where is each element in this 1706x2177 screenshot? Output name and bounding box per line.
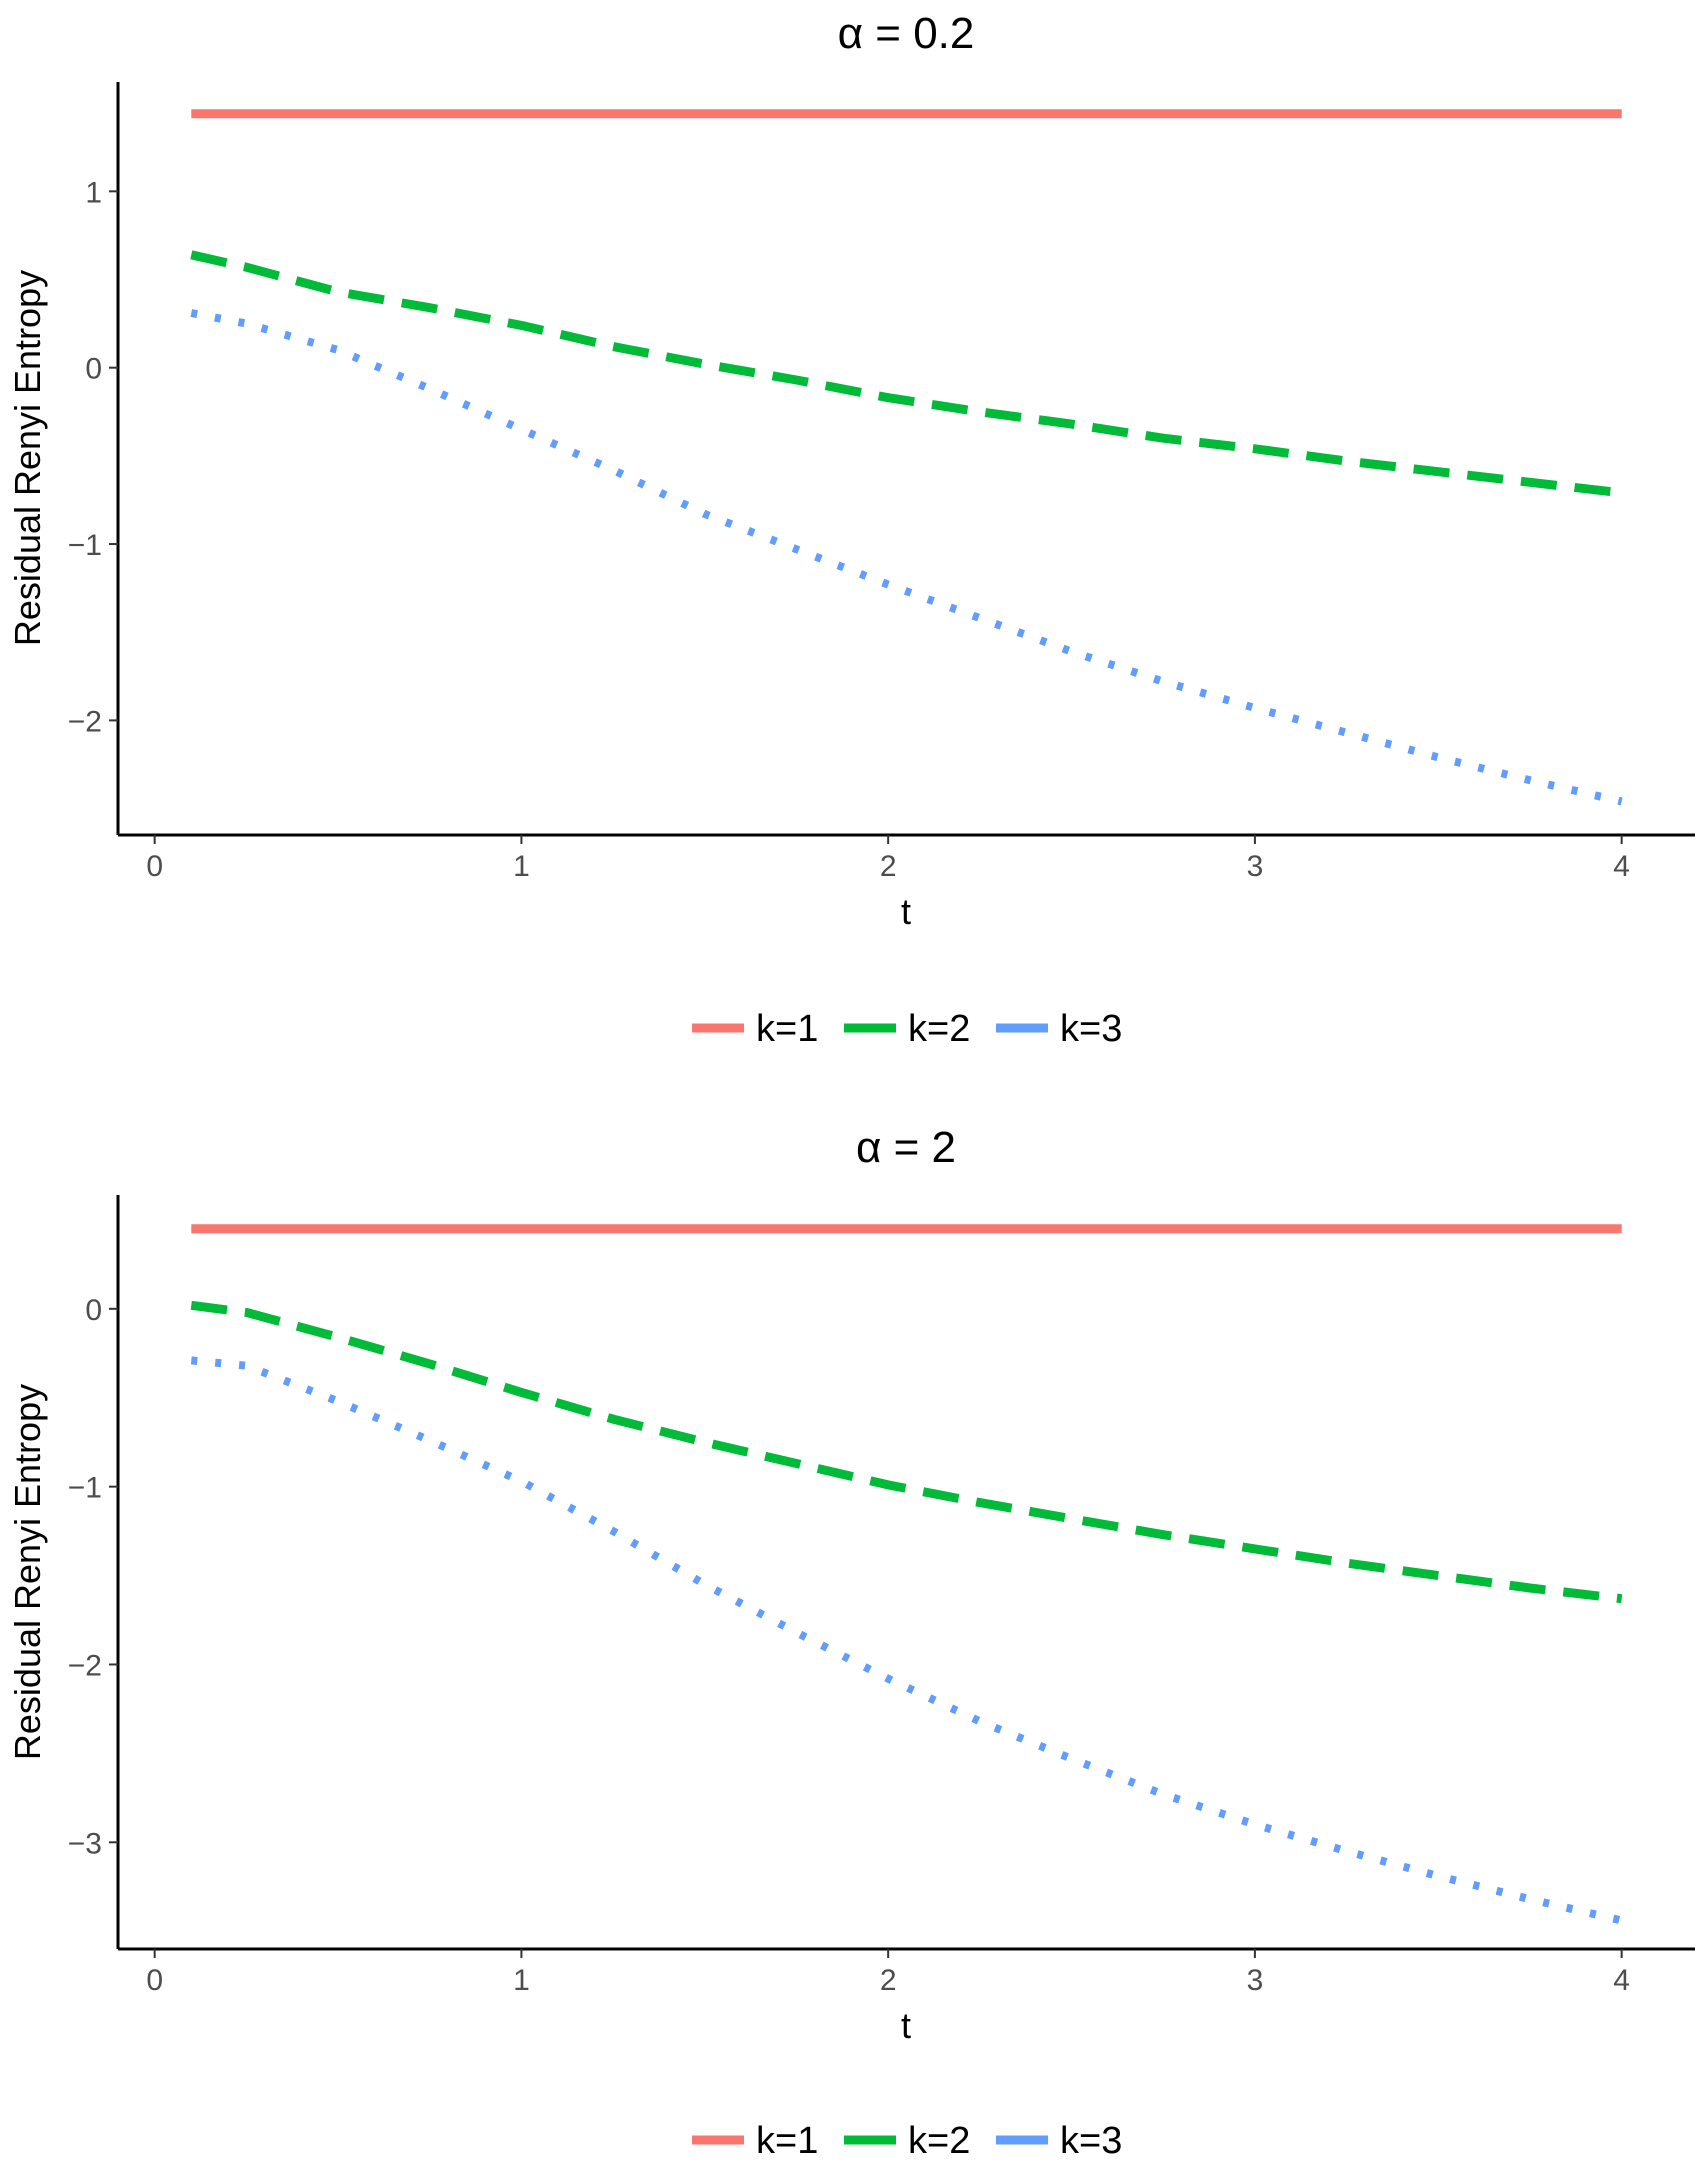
x-axis-label: t (901, 891, 911, 932)
chart-title: α = 2 (856, 1123, 956, 1172)
legend-label-1: k=1 (756, 1008, 818, 1050)
series-line-2 (190, 1300, 1623, 1604)
series-line-2 (190, 250, 1623, 498)
y-tick-label: −1 (68, 1472, 102, 1505)
legend-label-2: k=2 (908, 1008, 970, 1050)
chart-panel-alpha-2: α = 2 0 1 2 3 4 −3 −2 −1 0 t Residual Renyi Ent… (7, 1123, 1695, 2162)
x-tick-label: 1 (513, 1964, 530, 1997)
x-tick-label: 2 (880, 850, 897, 883)
legend-label-1: k=1 (756, 2120, 818, 2162)
chart-title: α = 0.2 (838, 9, 975, 58)
y-ticks: −3 −2 −1 0 (68, 1294, 118, 1860)
series-layer (190, 109, 1623, 806)
x-tick-label: 4 (1613, 850, 1630, 883)
series-line-3 (190, 1356, 1623, 1925)
x-tick-label: 0 (146, 850, 163, 883)
legend-label-3: k=3 (1060, 1008, 1122, 1050)
chart-panel-alpha-0-2: α = 0.2 0 1 2 3 4 −2 −1 0 1 t Residual Renyi En… (7, 9, 1695, 1050)
y-tick-label: −3 (68, 1827, 102, 1860)
x-ticks: 0 1 2 3 4 (146, 1949, 1630, 1997)
x-axis-label: t (901, 2005, 911, 2046)
x-tick-label: 2 (880, 1964, 897, 1997)
y-axis-label: Residual Renyi Entropy (7, 1384, 48, 1760)
series-line-3 (190, 309, 1623, 806)
series-layer (190, 1224, 1623, 1925)
y-tick-label: 1 (85, 176, 102, 209)
x-tick-label: 1 (513, 850, 530, 883)
x-tick-label: 4 (1613, 1964, 1630, 1997)
y-tick-label: −2 (68, 1649, 102, 1682)
x-tick-label: 3 (1247, 850, 1264, 883)
y-tick-label: −1 (68, 529, 102, 562)
y-axis-label: Residual Renyi Entropy (7, 270, 48, 646)
legend: k=1 k=2 k=3 (692, 2120, 1122, 2162)
x-ticks: 0 1 2 3 4 (146, 835, 1630, 883)
y-tick-label: −2 (68, 705, 102, 738)
y-tick-label: 0 (85, 353, 102, 386)
x-tick-label: 0 (146, 1964, 163, 1997)
x-tick-label: 3 (1247, 1964, 1264, 1997)
legend-label-2: k=2 (908, 2120, 970, 2162)
legend-label-3: k=3 (1060, 2120, 1122, 2162)
legend: k=1 k=2 k=3 (692, 1008, 1122, 1050)
y-tick-label: 0 (85, 1294, 102, 1327)
y-ticks: −2 −1 0 1 (68, 176, 118, 738)
